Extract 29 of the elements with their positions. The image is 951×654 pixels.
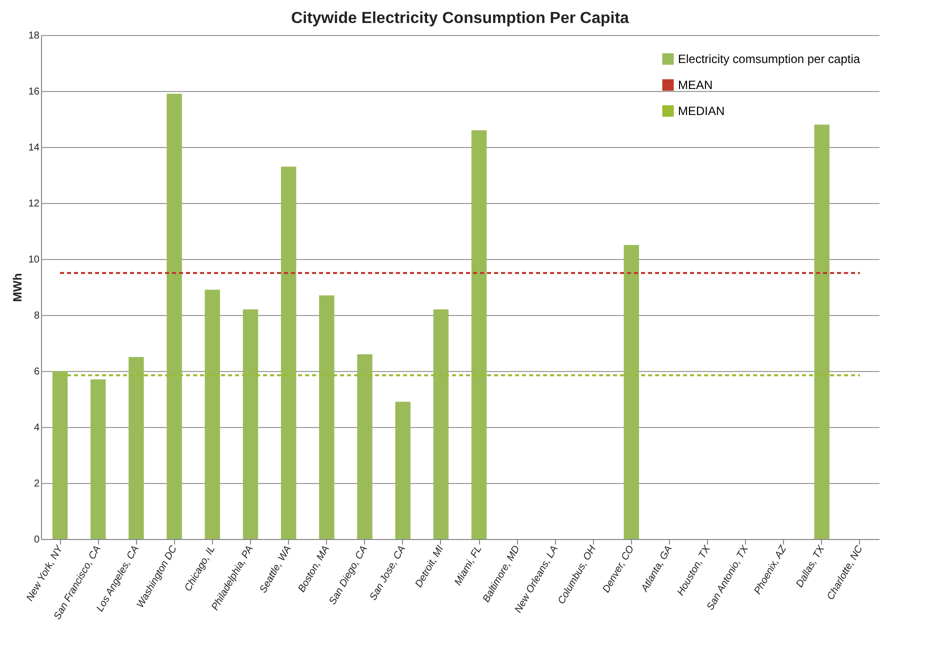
- bar: [204, 290, 220, 539]
- bar: [814, 124, 830, 539]
- bar: [280, 166, 296, 539]
- bar: [395, 402, 410, 539]
- bar: [52, 371, 68, 539]
- legend-label: MEAN: [678, 78, 713, 92]
- y-tick-label: 16: [28, 86, 40, 98]
- bar: [90, 379, 106, 539]
- bar: [471, 130, 487, 539]
- bar: [624, 245, 640, 539]
- y-tick-label: 4: [34, 422, 40, 434]
- bar: [242, 309, 258, 539]
- y-axis-title: MWh: [10, 273, 24, 302]
- chart-title: Citywide Electricity Consumption Per Capita: [291, 10, 630, 27]
- y-tick-label: 14: [28, 142, 40, 154]
- legend-label: Electricity comsumption per captia: [678, 52, 860, 66]
- bar: [319, 295, 334, 539]
- y-tick-label: 10: [28, 254, 40, 266]
- bar: [433, 309, 449, 539]
- bar: [128, 357, 144, 539]
- y-tick-label: 12: [28, 198, 40, 210]
- y-tick-label: 0: [34, 534, 40, 546]
- legend-label: MEDIAN: [678, 104, 725, 118]
- bar: [357, 354, 372, 539]
- y-tick-label: 8: [34, 310, 40, 322]
- y-tick-label: 2: [34, 478, 40, 490]
- bar: [166, 94, 182, 539]
- y-tick-label: 6: [34, 366, 40, 378]
- y-tick-label: 18: [28, 30, 40, 42]
